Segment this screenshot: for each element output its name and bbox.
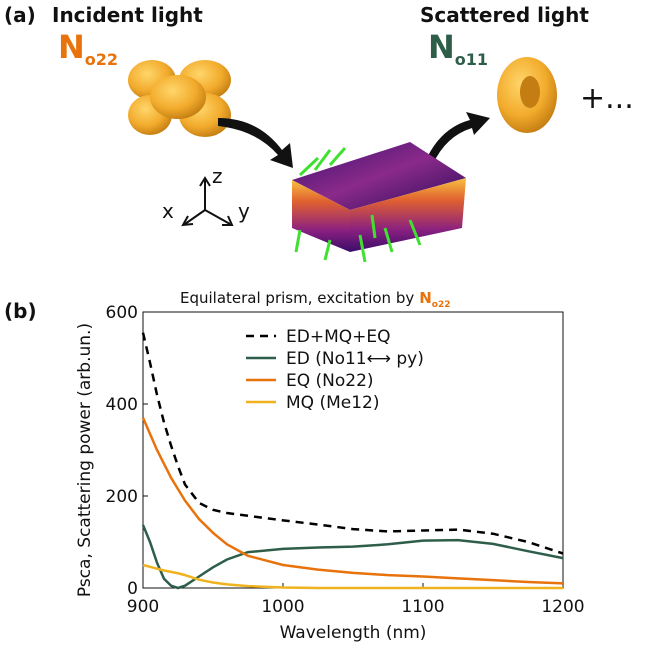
x-tick-label: 1000 <box>261 597 304 617</box>
panel-label: (b) <box>4 299 37 323</box>
mode-sub: o22 <box>85 50 118 69</box>
series-line <box>141 332 564 555</box>
incident-mode: No22 <box>58 28 118 69</box>
legend-label: EQ (No22) <box>286 371 374 391</box>
title-symbol: N <box>419 289 432 307</box>
y-tick-label: 600 <box>106 303 138 323</box>
title-sub: o22 <box>432 300 451 310</box>
title-text: Equilateral prism, excitation by <box>180 289 414 307</box>
axis-y: y <box>238 199 250 223</box>
axis-x: x <box>162 199 174 223</box>
legend-label: ED+MQ+EQ <box>286 327 391 347</box>
y-axis-label: Psca, Scattering power (arb.un.) <box>75 323 95 597</box>
panel-label: (a) <box>4 3 36 27</box>
axis-z: z <box>212 164 223 188</box>
series-line <box>141 417 564 585</box>
y-tick-label: 400 <box>106 395 138 415</box>
incident-label: Incident light <box>52 3 203 27</box>
prism <box>292 142 466 263</box>
y-tick-label: 0 <box>127 579 138 599</box>
scattered-label: Scattered light <box>420 3 589 27</box>
series-line <box>141 524 564 590</box>
mode-symbol: N <box>428 28 455 66</box>
mode-sub: o11 <box>455 50 488 69</box>
y-tick-label: 200 <box>106 487 138 507</box>
x-axis-label: Wavelength (nm) <box>280 623 427 643</box>
chart-title: Equilateral prism, excitation by No22 <box>180 289 451 310</box>
scattered-mode: No11 <box>428 28 488 69</box>
arrows <box>218 112 490 168</box>
axis-triad <box>181 176 234 227</box>
x-tick-label: 1200 <box>541 597 584 617</box>
mode-symbol: N <box>58 28 85 66</box>
incident-shape <box>128 60 231 137</box>
legend-label: ED (No11⟷ py) <box>286 349 424 369</box>
scattered-shape <box>497 57 557 133</box>
series-line <box>142 563 563 590</box>
plus-more: +... <box>580 81 634 116</box>
legend-label: MQ (Me12) <box>286 393 379 413</box>
x-tick-label: 900 <box>127 597 159 617</box>
x-tick-label: 1100 <box>401 597 444 617</box>
